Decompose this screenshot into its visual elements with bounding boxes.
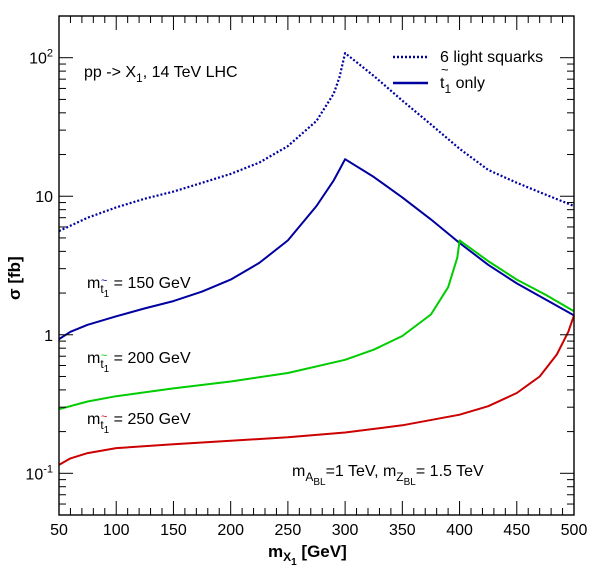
series-line-0 [58,52,575,233]
series-layer [58,52,575,466]
series-label-150: mt1 = 150 GeV [87,275,191,300]
tilde-glyph-200: ~ [101,350,107,362]
x-tick-label: 100 [103,522,130,539]
process-label: pp -> X1, 14 TeV LHC [84,64,238,85]
x-tick-label: 500 [561,522,588,539]
x-ticks: 50 100 150 200 250 300 350 400 450 500 [50,16,587,539]
legend-tilde-glyph: ~ [441,62,449,77]
x-tick-label: 400 [446,522,473,539]
series-label-200: mt1 = 200 GeV [87,350,191,375]
x-tick-label: 150 [160,522,187,539]
tilde-glyph-250: ~ [101,411,107,423]
x-tick-label: 250 [275,522,302,539]
series-line-3 [58,315,575,466]
y-tick-label: 102 [29,48,53,68]
series-line-1 [58,158,575,340]
x-axis-title: mX1 [GeV] [268,542,347,568]
x-tick-label: 50 [50,522,68,539]
x-tick-label: 200 [217,522,244,539]
series-line-2 [58,239,575,411]
tilde-glyph-150: ~ [101,275,107,287]
y-axis-title: σ [fb] [5,256,24,300]
x-tick-label: 350 [389,522,416,539]
y-tick-label: 10-1 [25,463,53,483]
legend-label-light-squarks: 6 light squarks [440,49,543,66]
plot-frame [58,15,575,516]
legend-label-stop-only: t1 only [440,75,485,96]
mass-parameters-label: mABL=1 TeV, mZBL= 1.5 TeV [292,463,484,488]
y-ticks: 10-1 1 10 102 [25,15,574,516]
legend: 6 light squarks t1 only ~ [393,49,543,96]
x-tick-label: 300 [332,522,359,539]
y-tick-label: 1 [44,328,53,345]
x-tick-label: 450 [503,522,530,539]
series-label-250: mt1 = 250 GeV [87,411,191,436]
y-tick-label: 10 [35,189,53,206]
